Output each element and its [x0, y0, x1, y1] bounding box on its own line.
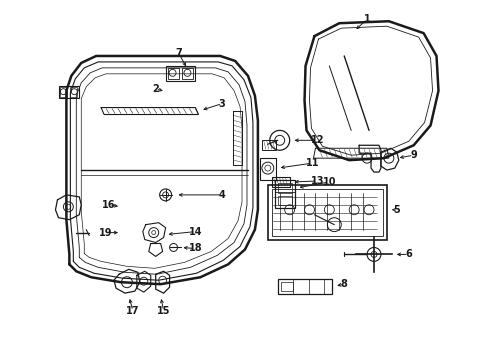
- Text: 12: 12: [311, 135, 324, 145]
- Bar: [71, 87, 77, 96]
- Bar: [281, 282, 293, 291]
- Text: 13: 13: [311, 176, 324, 186]
- Bar: [278, 279, 332, 294]
- Bar: [166, 66, 196, 81]
- Bar: [272, 177, 290, 187]
- Text: 9: 9: [410, 150, 417, 160]
- Bar: [168, 68, 178, 79]
- Text: 17: 17: [126, 306, 140, 316]
- Text: 2: 2: [152, 84, 159, 94]
- Bar: [272, 189, 383, 235]
- Text: 11: 11: [306, 158, 319, 168]
- Bar: [60, 87, 68, 96]
- Bar: [59, 86, 79, 98]
- Text: 16: 16: [102, 200, 116, 210]
- Text: 7: 7: [175, 48, 182, 58]
- Text: 1: 1: [364, 14, 370, 24]
- Bar: [275, 180, 294, 208]
- Bar: [268, 185, 387, 239]
- Text: 10: 10: [322, 177, 336, 187]
- Bar: [278, 183, 292, 193]
- Text: 6: 6: [405, 249, 412, 260]
- Bar: [182, 68, 194, 79]
- Text: 18: 18: [189, 243, 202, 253]
- Bar: [278, 196, 292, 205]
- Text: 4: 4: [219, 190, 225, 200]
- Text: 5: 5: [393, 205, 400, 215]
- Text: 8: 8: [341, 279, 348, 289]
- Text: 15: 15: [157, 306, 171, 316]
- Text: 19: 19: [99, 228, 113, 238]
- Bar: [262, 140, 276, 150]
- Bar: [260, 158, 276, 180]
- Text: 3: 3: [219, 99, 225, 109]
- Text: 14: 14: [189, 226, 202, 237]
